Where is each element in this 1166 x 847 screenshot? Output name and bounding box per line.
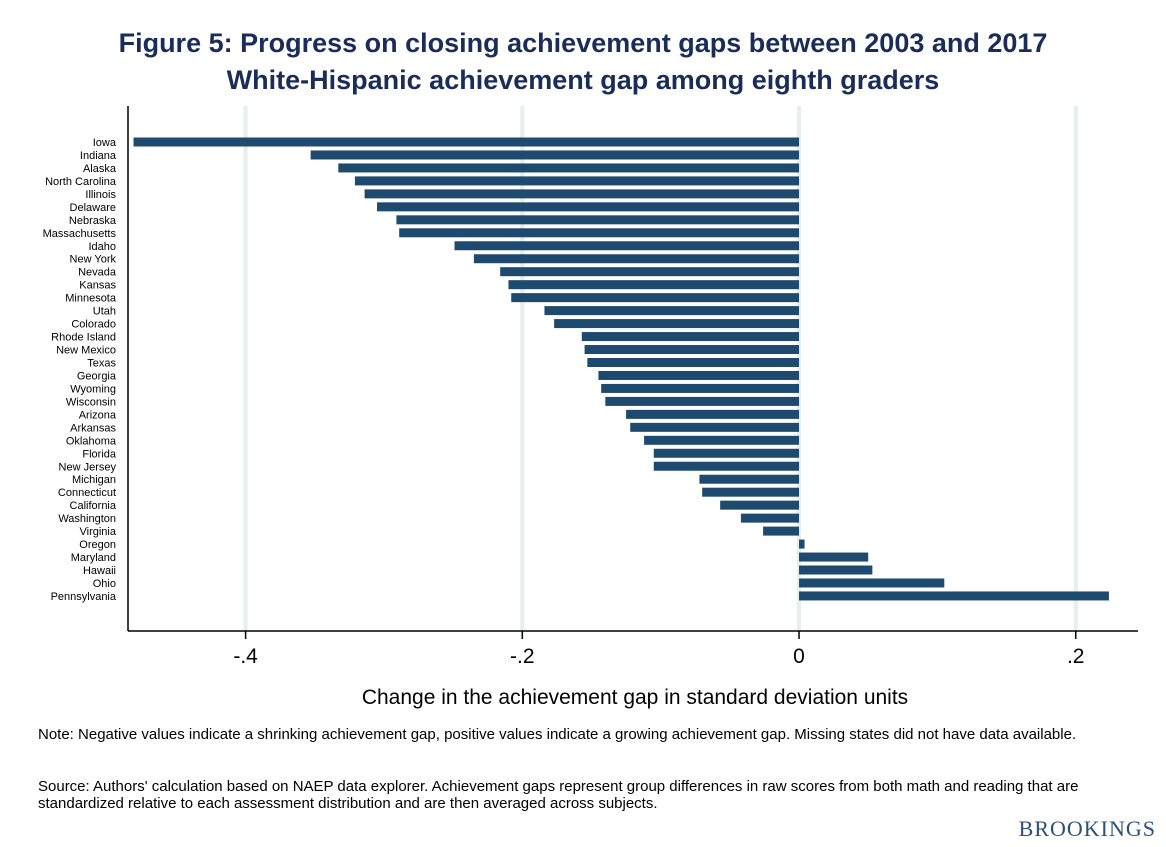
bar xyxy=(554,319,800,329)
bar xyxy=(799,578,945,588)
bar xyxy=(720,500,800,510)
bar xyxy=(799,591,1109,601)
bar xyxy=(799,565,873,575)
bar xyxy=(377,202,800,212)
bar xyxy=(354,176,800,186)
bar xyxy=(544,306,800,316)
category-label: North Carolina xyxy=(45,176,117,188)
category-label: Arkansas xyxy=(70,422,116,434)
category-label: Oklahoma xyxy=(66,435,117,447)
bar xyxy=(598,370,800,380)
category-label: New Mexico xyxy=(56,345,116,357)
bar xyxy=(630,422,800,432)
bar xyxy=(581,332,800,342)
category-label: Indiana xyxy=(80,150,117,162)
category-label: Minnesota xyxy=(65,293,117,305)
category-label: Iowa xyxy=(93,137,117,149)
bar xyxy=(310,150,800,160)
category-label: Nevada xyxy=(78,267,117,279)
x-tick-label: 0 xyxy=(793,645,805,668)
category-label: Maryland xyxy=(71,552,116,564)
category-label: Idaho xyxy=(88,241,116,253)
bar xyxy=(338,163,800,173)
category-label: Colorado xyxy=(71,319,116,331)
bar xyxy=(511,293,800,303)
x-tick-label: -.2 xyxy=(510,645,535,668)
bar xyxy=(702,487,800,497)
category-label: Oregon xyxy=(79,539,116,551)
category-label: Illinois xyxy=(85,189,116,201)
category-label: Connecticut xyxy=(58,487,116,499)
bar xyxy=(740,513,800,523)
category-label: Florida xyxy=(82,448,117,460)
brookings-logo: BROOKINGS xyxy=(1018,816,1156,841)
category-label: Wyoming xyxy=(70,383,116,395)
bar xyxy=(653,461,800,471)
bar xyxy=(653,448,800,458)
bar xyxy=(500,267,800,277)
x-axis-label: Change in the achievement gap in standar… xyxy=(362,686,908,709)
bar xyxy=(133,137,800,147)
category-label: Kansas xyxy=(79,280,116,292)
bar xyxy=(364,189,800,199)
category-label: Alaska xyxy=(83,163,117,175)
bar xyxy=(699,474,800,484)
category-label: Washington xyxy=(58,513,116,525)
category-label: Wisconsin xyxy=(66,396,116,408)
bar xyxy=(508,280,800,290)
category-label: Utah xyxy=(93,306,116,318)
category-label: Virginia xyxy=(80,526,117,538)
bar xyxy=(644,435,800,445)
category-label: New York xyxy=(70,254,117,266)
chart-note: Note: Negative values indicate a shrinki… xyxy=(38,726,1077,743)
chart-title-line2: White-Hispanic achievement gap among eig… xyxy=(226,65,940,95)
category-label: Arizona xyxy=(79,409,117,421)
bar xyxy=(799,539,805,549)
bar xyxy=(799,552,869,562)
category-label: Pennsylvania xyxy=(51,591,117,603)
category-label: California xyxy=(70,500,117,512)
category-label: Michigan xyxy=(72,474,116,486)
category-label: New Jersey xyxy=(59,461,117,473)
bar xyxy=(454,241,800,251)
bar xyxy=(587,357,800,367)
bar xyxy=(605,396,800,406)
chart-source: Source: Authors' calculation based on NA… xyxy=(38,778,1079,812)
category-label: Rhode Island xyxy=(51,332,116,344)
category-label: Ohio xyxy=(93,578,116,590)
bar xyxy=(584,345,800,355)
category-label: Texas xyxy=(87,357,116,369)
category-label: Hawaii xyxy=(83,565,116,577)
category-label: Massachusetts xyxy=(43,228,117,240)
bar xyxy=(473,254,800,264)
bar xyxy=(763,526,800,536)
bar xyxy=(396,215,800,225)
x-tick-label: .2 xyxy=(1067,645,1085,668)
bar xyxy=(626,409,800,419)
category-label: Nebraska xyxy=(69,215,117,227)
bar xyxy=(601,383,800,393)
x-tick-label: -.4 xyxy=(233,645,258,668)
chart-title-line1: Figure 5: Progress on closing achievemen… xyxy=(118,28,1048,58)
category-label: Georgia xyxy=(77,370,117,382)
bar xyxy=(399,228,800,238)
category-label: Delaware xyxy=(70,202,116,214)
